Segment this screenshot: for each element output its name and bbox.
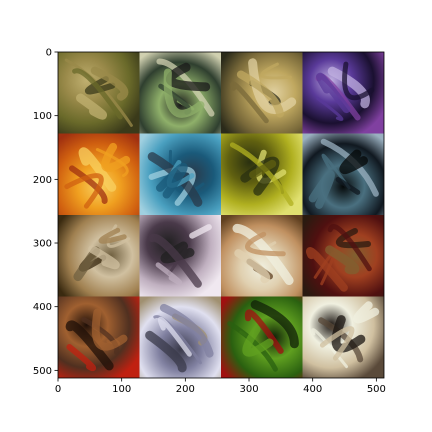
tile-stroke: [316, 97, 344, 121]
tile-stroke: [311, 328, 348, 369]
tile-stroke: [234, 249, 271, 284]
y-tick-label: 0: [46, 48, 52, 59]
tile-background: [302, 133, 384, 215]
tile-stroke: [353, 301, 380, 324]
x-tick-label: 300: [239, 384, 258, 395]
tile-stroke: [64, 173, 104, 209]
tile-stroke: [168, 149, 205, 194]
image-tile: [139, 215, 221, 297]
image-tile: [58, 133, 140, 215]
tile-stroke: [250, 300, 299, 349]
tile-stroke: [81, 317, 120, 355]
image-tile: [139, 52, 221, 134]
tile-stroke: [321, 153, 351, 190]
tile-stroke: [245, 231, 286, 257]
tile-stroke: [260, 62, 292, 80]
tile-stroke: [148, 233, 202, 288]
tile-stroke: [155, 262, 183, 285]
tile-stroke: [335, 228, 371, 249]
y-tick-label: 100: [33, 111, 52, 122]
tile-stroke: [163, 68, 205, 118]
tile-stroke: [335, 177, 361, 195]
y-tick-label: 500: [33, 366, 52, 377]
tile-stroke: [66, 344, 96, 372]
tile-stroke: [156, 162, 188, 199]
y-tick-label: 400: [33, 302, 52, 313]
x-tick-label: 0: [55, 384, 61, 395]
image-tile: [139, 133, 221, 215]
image-tile: [221, 52, 303, 134]
tile-stroke: [160, 241, 195, 264]
tile-stroke: [90, 66, 129, 101]
image-tile: [302, 215, 384, 297]
image-tile: [221, 133, 303, 215]
x-tick-label: 400: [303, 384, 322, 395]
tile-stroke: [156, 58, 215, 117]
image-tile: [58, 52, 140, 134]
tile-stroke: [306, 247, 348, 292]
tile-stroke: [244, 309, 284, 354]
image-tile: [58, 215, 140, 297]
tile-stroke: [153, 315, 202, 365]
tile-stroke: [72, 68, 123, 120]
tile-stroke: [157, 316, 192, 357]
image-tile: [139, 296, 221, 378]
image-tile: [302, 52, 384, 134]
axes-frame: [57, 51, 385, 379]
tile-stroke: [316, 72, 351, 114]
tile-stroke: [248, 58, 297, 115]
y-tick-label: 200: [33, 175, 52, 186]
tile-stroke: [65, 320, 114, 371]
tile-stroke: [189, 224, 212, 239]
x-tick-label: 100: [112, 384, 131, 395]
tile-background: [139, 52, 221, 134]
tile-stroke: [159, 303, 214, 358]
image-tile: [221, 296, 303, 378]
tile-stroke: [78, 147, 117, 192]
y-tick-label: 300: [33, 239, 52, 250]
tile-stroke: [76, 93, 108, 120]
tile-stroke: [339, 149, 368, 175]
tile-stroke: [255, 149, 287, 184]
tile-stroke: [88, 245, 120, 270]
y-axis-ticks: 0 100 200 300 400 500: [33, 48, 58, 377]
tile-stroke: [319, 326, 355, 361]
tile-stroke: [98, 227, 127, 244]
tile-stroke: [166, 62, 211, 92]
tile-stroke: [249, 159, 277, 179]
tile-stroke: [91, 308, 128, 351]
x-tick-label: 500: [367, 384, 386, 395]
tile-stroke: [327, 66, 370, 109]
x-axis-ticks: 0 100 200 300 400 500: [55, 378, 386, 395]
tile-stroke: [325, 245, 360, 275]
tile-stroke: [242, 325, 274, 357]
image-tile: [221, 215, 303, 297]
x-tick-label: 200: [176, 384, 195, 395]
tile-stroke: [342, 61, 375, 101]
tile-stroke: [331, 315, 366, 353]
tile-stroke: [308, 170, 335, 209]
tile-stroke: [84, 76, 116, 95]
tile-stroke: [148, 166, 196, 206]
tile-stroke: [327, 224, 372, 272]
image-tile: [302, 133, 384, 215]
image-tile: [302, 296, 384, 378]
tile-stroke: [230, 81, 269, 124]
image-tiles: [58, 52, 384, 378]
tile-stroke: [232, 223, 294, 285]
tile-stroke: [236, 70, 284, 118]
tile-stroke: [101, 142, 131, 172]
image-tile: [58, 296, 140, 378]
tile-stroke: [145, 330, 187, 373]
